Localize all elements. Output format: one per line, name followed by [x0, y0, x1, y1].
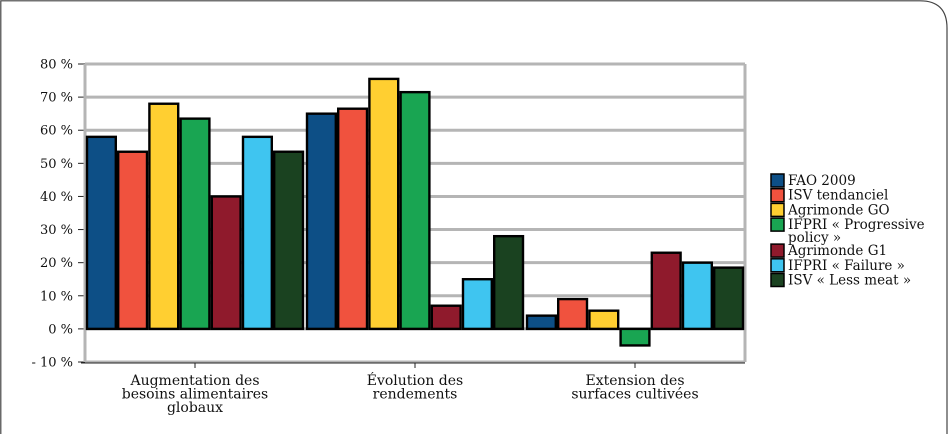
x-category-label: Extension des surfaces cultivées	[571, 373, 698, 403]
bar	[525, 314, 557, 331]
legend-swatch	[770, 202, 785, 218]
legend-swatch	[770, 173, 785, 188]
bar	[85, 135, 117, 331]
bar	[713, 266, 745, 331]
bar	[399, 90, 431, 331]
bar	[681, 261, 713, 331]
x-category-label: Évolution des rendements	[367, 371, 463, 403]
bar	[179, 117, 211, 331]
bar	[116, 150, 149, 331]
bar	[210, 195, 242, 331]
bar	[430, 304, 462, 331]
y-tick-label: - 10 %	[31, 356, 73, 371]
plot-area: - 10 % 0 % 10 % 20 % 30 % 40 % 50 % 60 % 70 % 80 …	[31, 58, 747, 416]
y-tick-label: 50 %	[40, 157, 73, 172]
legend-label: ISV « Less meat »	[788, 273, 911, 289]
y-tick-label: 30 %	[40, 223, 73, 238]
bar	[619, 327, 651, 347]
bar	[368, 77, 400, 331]
y-tick-label: 40 %	[40, 190, 73, 205]
x-category-label: Augmentation des besoins alimentaires glob…	[122, 373, 268, 416]
y-tick-label: 0 %	[48, 322, 73, 337]
y-tick-label: 20 %	[40, 256, 73, 271]
legend-swatch	[770, 217, 785, 232]
bar	[305, 112, 337, 331]
bar	[337, 107, 369, 331]
y-tick-label: 70 %	[40, 91, 73, 106]
legend-label: IFPRI « Progressive policy »	[788, 217, 925, 246]
legend-label: Agrimonde GO	[787, 202, 890, 218]
legend-swatch	[770, 272, 785, 288]
y-tick-label: 10 %	[40, 289, 73, 304]
y-tick-label: 80 %	[40, 58, 73, 73]
legend-label: ISV tendanciel	[788, 188, 888, 204]
y-tick-label: 60 %	[40, 124, 73, 139]
legend-label: Agrimonde G1	[787, 243, 887, 259]
bar	[273, 150, 305, 331]
bar	[461, 278, 493, 331]
bar	[241, 135, 273, 331]
legend-swatch	[770, 258, 785, 273]
legend-label: IFPRI « Failure »	[788, 258, 905, 274]
legend-swatch	[770, 187, 785, 203]
bar	[650, 251, 682, 331]
bar	[557, 297, 589, 331]
bar	[148, 102, 180, 331]
legend-label: FAO 2009	[788, 173, 856, 189]
bar	[588, 309, 620, 331]
legend-swatch	[770, 243, 785, 258]
bar	[493, 234, 525, 331]
